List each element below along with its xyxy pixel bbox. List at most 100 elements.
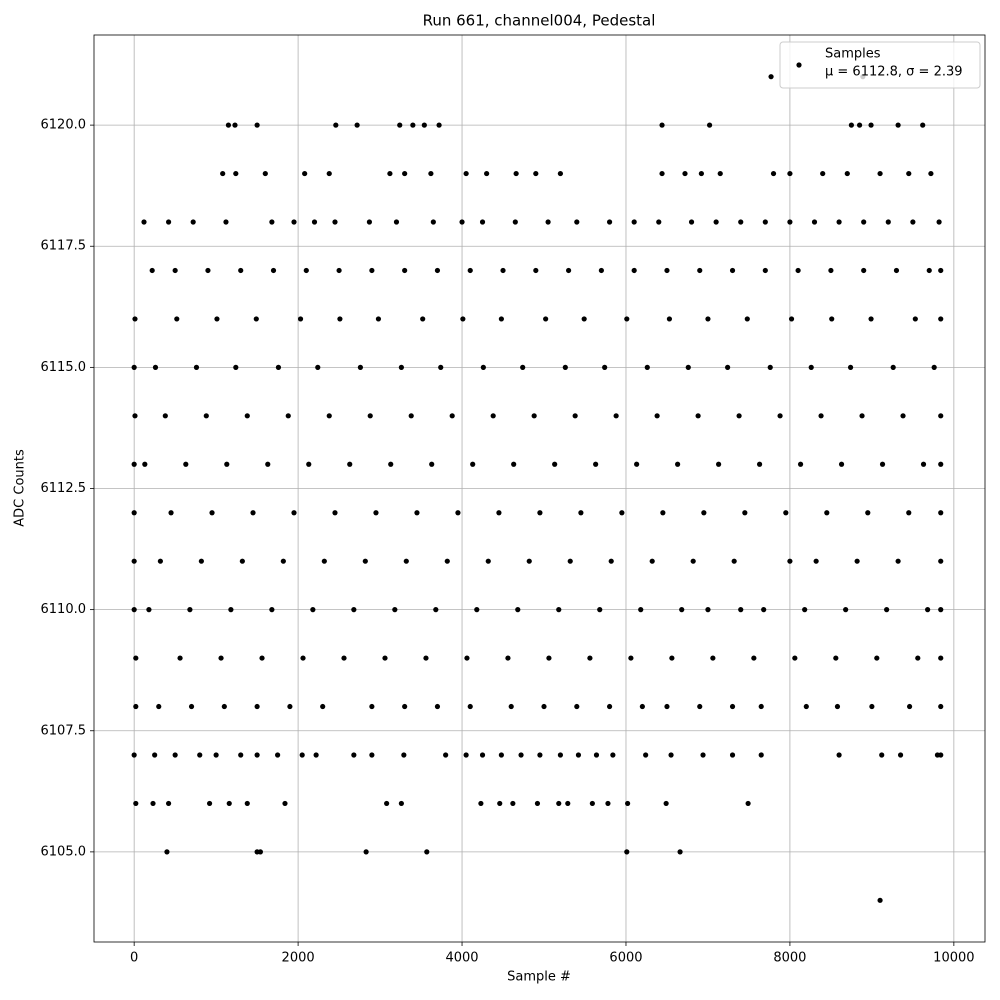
point: [556, 607, 562, 613]
point: [856, 122, 863, 128]
point: [187, 607, 193, 613]
point: [920, 461, 927, 467]
point: [574, 219, 580, 225]
point: [701, 510, 707, 516]
point: [188, 703, 195, 710]
point: [643, 752, 649, 758]
point: [705, 316, 711, 322]
point: [890, 364, 896, 370]
point: [795, 267, 801, 274]
point: [545, 219, 551, 225]
point: [224, 461, 230, 467]
point: [174, 316, 180, 322]
point: [351, 607, 357, 613]
point: [758, 752, 764, 758]
point: [877, 897, 883, 903]
point: [398, 364, 404, 370]
y-tick-label: 6110.0: [41, 602, 87, 617]
point: [854, 558, 860, 564]
point: [479, 752, 486, 758]
point: [464, 655, 470, 661]
point: [369, 703, 375, 710]
point: [269, 607, 275, 613]
point: [624, 849, 630, 855]
x-tick-label: 4000: [445, 951, 478, 966]
point: [193, 364, 200, 370]
point: [310, 607, 316, 613]
point: [868, 316, 874, 322]
point: [218, 655, 224, 661]
point: [225, 122, 232, 128]
point: [593, 461, 599, 467]
point: [634, 461, 640, 467]
point: [818, 413, 824, 419]
point: [833, 655, 839, 661]
point: [515, 607, 521, 613]
point: [402, 170, 408, 177]
point: [438, 364, 444, 370]
point: [287, 703, 293, 710]
point: [131, 461, 137, 467]
point: [463, 752, 469, 758]
point: [423, 655, 429, 661]
point: [910, 219, 916, 225]
point: [879, 461, 886, 467]
point: [131, 752, 137, 758]
point: [828, 267, 834, 274]
point: [770, 170, 777, 177]
point: [162, 413, 168, 419]
point: [668, 752, 674, 758]
point: [836, 752, 842, 758]
point: [575, 752, 582, 758]
point: [744, 316, 750, 322]
point: [874, 655, 880, 661]
y-tick-label: 6112.5: [41, 481, 87, 496]
point: [479, 219, 486, 225]
point: [598, 267, 604, 274]
point: [168, 510, 174, 516]
point: [533, 267, 539, 274]
point: [214, 316, 220, 322]
legend-note: μ = 6112.8, σ = 2.39: [825, 65, 963, 80]
point: [537, 510, 543, 516]
point: [449, 413, 455, 419]
point: [280, 558, 286, 564]
point: [593, 752, 600, 758]
point: [470, 461, 476, 467]
point: [513, 170, 519, 177]
point: [865, 510, 871, 516]
point: [656, 219, 662, 225]
point: [259, 655, 265, 661]
x-tick-label: 10000: [933, 951, 974, 966]
point: [434, 703, 441, 710]
point: [675, 461, 681, 467]
point: [861, 219, 867, 225]
point: [928, 170, 934, 177]
point: [177, 655, 183, 661]
point: [938, 655, 944, 661]
point: [605, 800, 611, 807]
point: [428, 170, 434, 177]
point: [132, 316, 138, 322]
point: [572, 413, 578, 419]
point: [357, 364, 363, 370]
point: [254, 122, 260, 128]
point: [526, 558, 532, 564]
point: [269, 219, 275, 225]
point: [762, 267, 768, 274]
point: [931, 364, 937, 370]
point: [313, 752, 319, 758]
point: [829, 316, 835, 322]
point: [912, 316, 918, 322]
point: [906, 510, 912, 516]
point: [172, 752, 178, 758]
point: [421, 122, 427, 128]
point: [285, 413, 291, 419]
point: [792, 655, 798, 661]
point: [679, 607, 685, 613]
point: [463, 170, 469, 177]
point: [895, 558, 901, 564]
point: [384, 800, 390, 807]
point: [444, 558, 450, 564]
point: [367, 413, 373, 419]
